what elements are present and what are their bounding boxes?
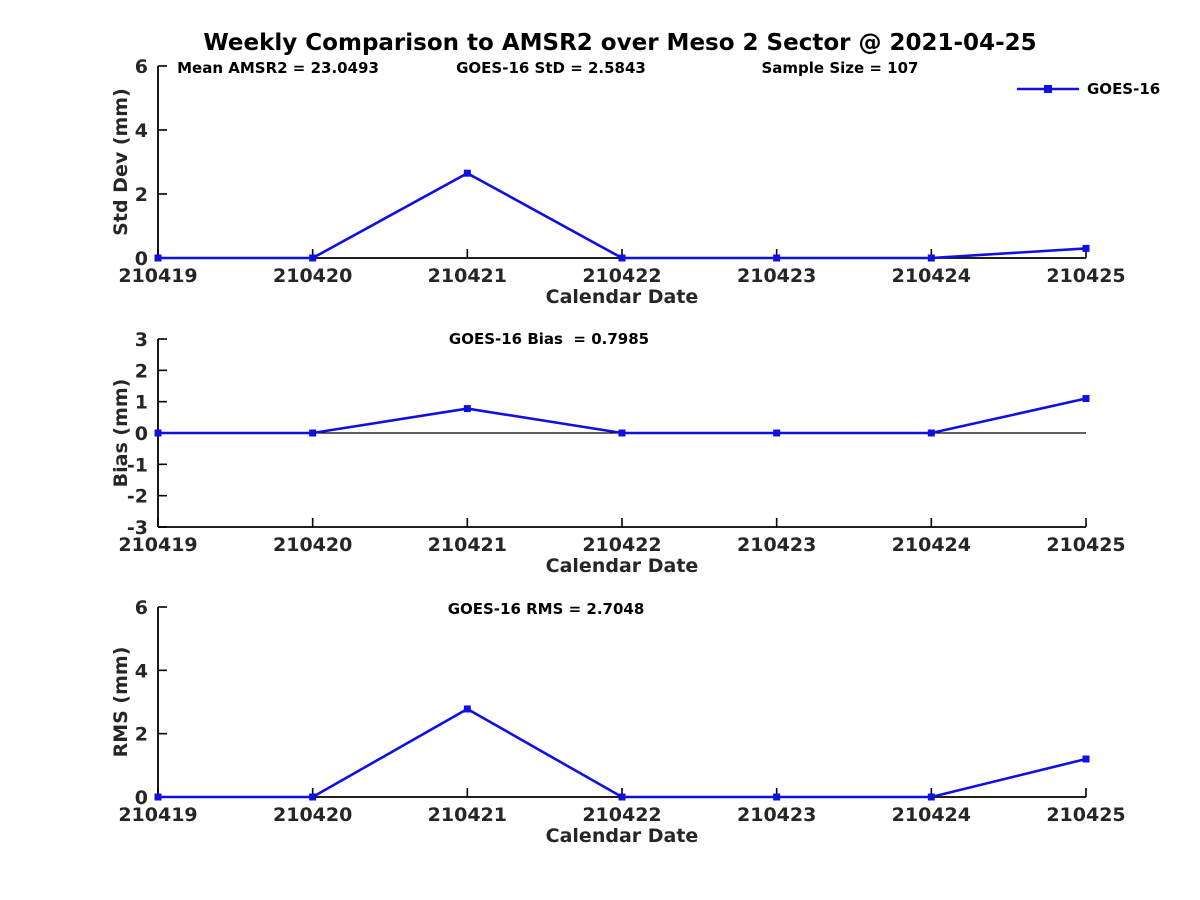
y-tick-label: 4 xyxy=(135,120,148,142)
data-point-marker xyxy=(463,705,471,713)
legend-line-marker-icon xyxy=(1017,85,1079,93)
x-tick-label: 210420 xyxy=(273,804,352,826)
data-point-marker xyxy=(154,254,162,262)
y-tick-label: 4 xyxy=(135,660,148,682)
x-tick-label: 210421 xyxy=(428,265,507,287)
x-tick-label: 210423 xyxy=(737,265,816,287)
data-point-marker xyxy=(1082,755,1090,763)
data-point-marker xyxy=(309,254,317,262)
x-tick-label: 210422 xyxy=(582,534,661,556)
x-tick-label: 210421 xyxy=(428,534,507,556)
x-tick-label: 210422 xyxy=(582,265,661,287)
data-point-marker xyxy=(1082,244,1090,252)
x-tick-label: 210420 xyxy=(273,534,352,556)
series-line xyxy=(158,171,1087,260)
x-tick-label: 210422 xyxy=(582,804,661,826)
x-tick-label: 210419 xyxy=(118,534,197,556)
series-line xyxy=(158,707,1087,799)
x-axis-label: Calendar Date xyxy=(546,555,699,577)
y-tick-label: 6 xyxy=(135,597,148,619)
data-point-marker xyxy=(463,169,471,177)
data-point-marker xyxy=(309,793,317,801)
y-tick-label: -1 xyxy=(127,454,148,476)
x-tick-label: 210425 xyxy=(1046,265,1125,287)
data-point-marker xyxy=(773,793,781,801)
y-tick-label: -2 xyxy=(127,486,148,508)
x-axis-label: Calendar Date xyxy=(546,286,699,308)
y-axis-label: Bias (mm) xyxy=(110,379,132,488)
annotation-goes16-rms: GOES-16 RMS = 2.7048 xyxy=(447,600,645,618)
data-point-marker xyxy=(773,254,781,262)
legend-marker xyxy=(1044,85,1052,93)
data-point-marker xyxy=(1082,395,1090,403)
y-tick-label: 2 xyxy=(135,184,148,206)
bias-chart: -3 -2 -1 0 1 2 3 210419 210420 210421 210422 210423… xyxy=(110,329,1126,577)
x-tick-label: 210419 xyxy=(118,265,197,287)
y-tick-label: 2 xyxy=(135,724,148,746)
data-point-marker xyxy=(618,429,626,437)
x-tick-label: 210423 xyxy=(737,804,816,826)
x-tick-label: 210425 xyxy=(1046,804,1125,826)
x-tick-label: 210421 xyxy=(428,804,507,826)
x-tick-label: 210420 xyxy=(273,265,352,287)
x-tick-label: 210424 xyxy=(892,804,971,826)
y-axis-label: RMS (mm) xyxy=(110,647,132,758)
legend: GOES-16 xyxy=(1017,80,1160,98)
data-point-marker xyxy=(154,793,162,801)
annotation-goes16-bias: GOES-16 Bias = 0.7985 xyxy=(448,330,650,348)
rms-chart: 0 2 4 6 210419 210420 210421 210422 210423 210424… xyxy=(110,597,1126,847)
data-point-marker xyxy=(154,429,162,437)
data-point-marker xyxy=(927,793,935,801)
y-tick-label: 0 xyxy=(135,423,148,445)
x-tick-label: 210425 xyxy=(1046,534,1125,556)
y-tick-label: 2 xyxy=(135,360,148,382)
x-tick-label: 210423 xyxy=(737,534,816,556)
x-tick-label: 210424 xyxy=(892,265,971,287)
y-tick-label: -3 xyxy=(127,517,148,539)
std-dev-chart: 0 2 4 6 210419 210420 210421 210422 210423 210424… xyxy=(110,56,1126,308)
x-axis-label: Calendar Date xyxy=(546,825,699,847)
y-tick-label: 3 xyxy=(135,329,148,351)
data-point-marker xyxy=(773,429,781,437)
y-axis-label: Std Dev (mm) xyxy=(110,88,132,236)
annotation-goes16-std: GOES-16 StD = 2.5843 xyxy=(456,59,646,77)
page-title: Weekly Comparison to AMSR2 over Meso 2 S… xyxy=(203,30,1037,56)
data-point-marker xyxy=(618,254,626,262)
series-line xyxy=(158,397,1087,435)
y-tick-label: 0 xyxy=(135,787,148,809)
x-tick-label: 210424 xyxy=(892,534,971,556)
annotation-sample-size: Sample Size = 107 xyxy=(761,59,919,77)
data-point-marker xyxy=(309,429,317,437)
y-tick-label: 1 xyxy=(135,392,148,414)
x-tick-label: 210419 xyxy=(118,804,197,826)
legend-label: GOES-16 xyxy=(1087,80,1161,98)
y-tick-label: 0 xyxy=(135,248,148,270)
annotation-mean-amsr2: Mean AMSR2 = 23.0493 xyxy=(177,59,379,77)
data-point-marker xyxy=(618,793,626,801)
y-tick-label: 6 xyxy=(135,56,148,78)
data-point-marker xyxy=(927,429,935,437)
data-point-marker xyxy=(927,254,935,262)
data-point-marker xyxy=(463,405,471,413)
